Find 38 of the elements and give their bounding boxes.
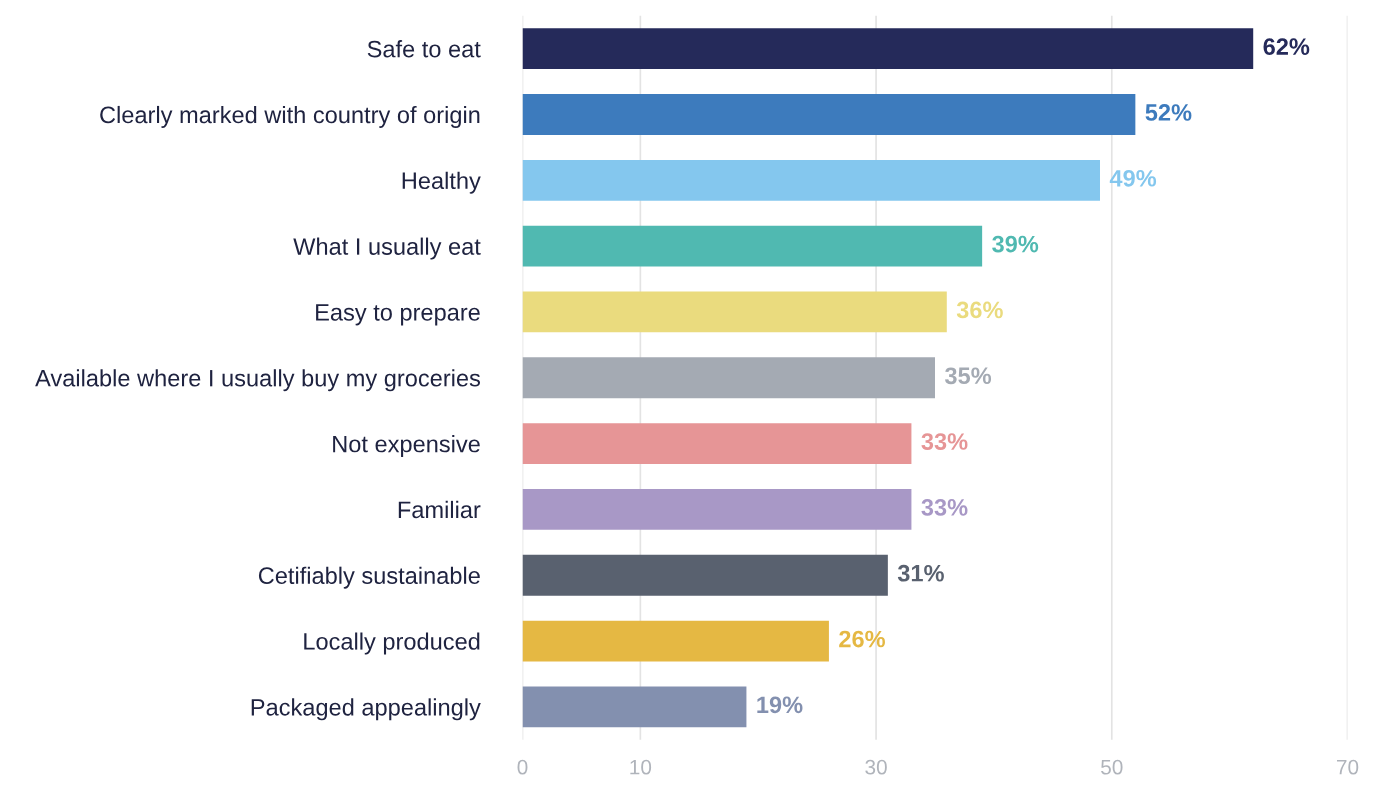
- data-label: 19%: [757, 696, 803, 714]
- bar: [522, 686, 747, 728]
- y-tick-label: Easy to prepare: [316, 304, 480, 326]
- data-label: 33%: [921, 499, 968, 516]
- data-label: 36%: [956, 301, 1003, 319]
- y-tick-label: Cetifiably sustainable: [258, 566, 480, 589]
- y-tick-label: Packaged appealingly: [251, 698, 481, 721]
- y-tick-label: Available where I usually buy my groceries: [35, 369, 481, 392]
- x-tick-label: 0: [517, 759, 528, 775]
- y-tick-label: Not expensive: [333, 435, 480, 458]
- bar: [522, 357, 935, 399]
- bar: [522, 554, 888, 596]
- data-label: 31%: [897, 564, 944, 582]
- y-tick-label: Locally produced: [304, 632, 480, 655]
- x-tick-label: 70: [1336, 759, 1359, 775]
- x-tick-label: 50: [1101, 759, 1123, 775]
- data-label: 62%: [1263, 38, 1310, 55]
- bar: [522, 489, 912, 530]
- data-label: 26%: [839, 630, 885, 648]
- x-tick-label: 10: [630, 759, 652, 775]
- bar: [522, 28, 1254, 70]
- data-label: 39%: [992, 235, 1039, 253]
- bar: [522, 225, 983, 267]
- x-tick-label: 30: [865, 759, 887, 775]
- data-label: 33%: [921, 433, 968, 450]
- y-tick-label: Clearly marked with country of origin: [100, 105, 480, 128]
- data-label: 52%: [1145, 104, 1192, 121]
- y-tick-label: Familiar: [398, 500, 481, 519]
- y-tick-label: What I usually eat: [293, 237, 481, 260]
- bar: [522, 159, 1100, 201]
- bar: [522, 94, 1136, 135]
- bar: [522, 620, 829, 662]
- data-label: 35%: [944, 367, 992, 385]
- bar: [522, 423, 912, 464]
- bar: [522, 291, 947, 333]
- data-label: 49%: [1109, 169, 1157, 187]
- y-tick-label: Safe to eat: [367, 40, 481, 58]
- y-tick-label: Healthy: [402, 171, 481, 194]
